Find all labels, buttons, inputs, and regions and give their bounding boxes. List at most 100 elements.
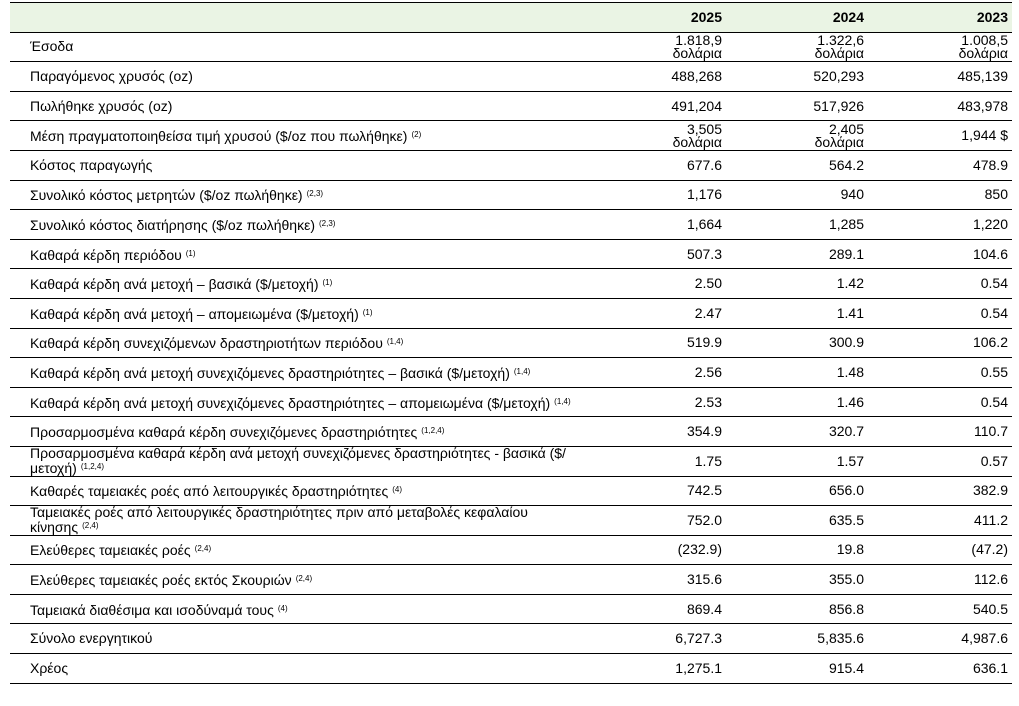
value-wrap: 0.54 (884, 299, 1012, 328)
value-cell: 2,405 δολάρια (742, 120, 884, 151)
value-text: 2.47 (694, 304, 722, 321)
value-text: 540.5 (972, 600, 1008, 617)
value-text: 940 (840, 186, 864, 203)
value-text: 1.322,6 δολάρια (814, 32, 864, 61)
value-wrap: 1,285 (742, 210, 884, 239)
row-label-text: Ταμειακές ροές από λειτουργικές δραστηρι… (30, 506, 528, 535)
value-text: 1,220 (972, 215, 1008, 232)
value-wrap: 656.0 (742, 477, 884, 506)
row-label-cell: Κόστος παραγωγής (10, 150, 600, 181)
value-text: 478.9 (972, 156, 1008, 173)
value-text: 1.57 (836, 452, 864, 469)
value-wrap: 0.55 (884, 358, 1012, 387)
value-text: 742.5 (686, 482, 722, 499)
row-label-wrap: Μέση πραγματοποιηθείσα τιμή χρυσού ($/oz… (10, 121, 600, 150)
value-text: 1.41 (836, 304, 864, 321)
row-label-wrap: Παραγόμενος χρυσός (oz) (10, 62, 600, 91)
value-wrap: 1.008,5 δολάρια (884, 33, 1012, 62)
value-text: 2.56 (694, 363, 722, 380)
row-label-cell: Σύνολο ενεργητικού (10, 623, 600, 655)
table-row: Προσαρμοσμένα καθαρά κέρδη συνεχιζόμενες… (10, 416, 1012, 447)
value-cell: 507.3 (600, 239, 742, 270)
value-cell: 382.9 (884, 476, 1012, 507)
value-cell: 2.47 (600, 298, 742, 329)
value-text: 1.48 (836, 363, 864, 380)
table-row: Καθαρά κέρδη συνεχιζόμενων δραστηριοτήτω… (10, 328, 1012, 359)
row-label: Προσαρμοσμένα καθαρά κέρδη συνεχιζόμενες… (30, 424, 444, 439)
row-label-text: Συνολικό κόστος διατήρησης ($/oz πωλήθηκ… (30, 216, 315, 233)
value-wrap: 354.9 (600, 417, 742, 446)
row-label-wrap: Ταμειακές ροές από λειτουργικές δραστηρι… (10, 506, 600, 535)
value-text: 517,926 (813, 97, 864, 114)
value-wrap: 315.6 (600, 565, 742, 594)
value-cell: 915.4 (742, 653, 884, 684)
table-row: Πωλήθηκε χρυσός (oz) 491,204 517,926 483,97… (10, 91, 1012, 122)
value-text: 520,293 (813, 67, 864, 84)
value-cell: 519.9 (600, 328, 742, 359)
value-text: 1,944 $ (961, 127, 1008, 144)
value-text: 635.5 (828, 511, 864, 528)
value-wrap: 856.8 (742, 595, 884, 624)
value-wrap: 488,268 (600, 62, 742, 91)
value-wrap: 742.5 (600, 477, 742, 506)
value-wrap: 483,978 (884, 92, 1012, 121)
value-cell: 1,664 (600, 209, 742, 240)
row-label-wrap: Κόστος παραγωγής (10, 151, 600, 180)
row-label-cell: Παραγόμενος χρυσός (oz) (10, 61, 600, 92)
row-label-cell: Συνολικό κόστος μετρητών ($/oz πωλήθηκε)… (10, 180, 600, 211)
footnote-ref: (1,4) (386, 337, 404, 347)
column-header: 2023 (884, 2, 1012, 33)
value-text: 0.55 (980, 363, 1008, 380)
header-row: 2025 2024 2023 (10, 2, 1012, 33)
footnote-ref: (2,3) (318, 218, 336, 228)
row-label-text: Καθαρά κέρδη ανά μετοχή συνεχιζόμενες δρ… (30, 394, 551, 411)
value-text: 315.6 (686, 571, 722, 588)
column-header: 2024 (742, 2, 884, 33)
value-text: (47.2) (971, 541, 1008, 558)
row-label-cell: Ταμειακές ροές από λειτουργικές δραστηρι… (10, 505, 600, 536)
footnote-ref: (1,2,4) (421, 426, 445, 436)
row-label: Χρέος (30, 661, 68, 675)
value-text: 677.6 (686, 156, 722, 173)
value-text: 0.57 (980, 452, 1008, 469)
value-text: 19.8 (836, 541, 864, 558)
row-label-text: Καθαρά κέρδη συνεχιζόμενων δραστηριοτήτω… (30, 335, 383, 352)
value-text: 106.2 (972, 334, 1008, 351)
value-wrap: 540.5 (884, 595, 1012, 624)
value-wrap: 564.2 (742, 151, 884, 180)
value-wrap: 2.53 (600, 388, 742, 417)
header-blank (10, 2, 600, 33)
value-wrap: 1,275.1 (600, 654, 742, 683)
value-text: 0.54 (980, 304, 1008, 321)
table-row: Έσοδα 1.818,9 δολάρια 1.322,6 δολάρια 1.008… (10, 32, 1012, 63)
row-label-cell: Προσαρμοσμένα καθαρά κέρδη συνεχιζόμενες… (10, 416, 600, 447)
value-text: 1,176 (686, 186, 722, 203)
row-label-cell: Ταμειακά διαθέσιμα και ισοδύναμά τους (4) (10, 594, 600, 625)
row-label-wrap: Προσαρμοσμένα καθαρά κέρδη ανά μετοχή συ… (10, 447, 600, 476)
row-label: Καθαρά κέρδη ανά μετοχή – βασικά ($/μετο… (30, 276, 332, 291)
row-label: Συνολικό κόστος διατήρησης ($/oz πωλήθηκ… (30, 217, 335, 232)
value-wrap: 0.54 (884, 269, 1012, 298)
value-text: 0.54 (980, 275, 1008, 292)
column-header-text: 2024 (832, 8, 864, 25)
row-label-text: Καθαρά κέρδη περιόδου (30, 246, 182, 263)
row-label: Καθαρά κέρδη περιόδου (1) (30, 247, 196, 262)
value-text: 1,285 (828, 215, 864, 232)
value-text: 110.7 (974, 423, 1008, 440)
value-wrap: 507.3 (600, 240, 742, 269)
row-label-cell: Καθαρά κέρδη ανά μετοχή – απομειωμένα ($… (10, 298, 600, 329)
value-wrap: 1.57 (742, 447, 884, 476)
row-label-wrap: Καθαρά κέρδη ανά μετοχή συνεχιζόμενες δρ… (10, 358, 600, 387)
row-label: Κόστος παραγωγής (30, 158, 152, 172)
table-row: Σύνολο ενεργητικού 6,727.3 5,835.6 4,987.6 (10, 623, 1012, 655)
table-row: Καθαρά κέρδη ανά μετοχή – βασικά ($/μετο… (10, 268, 1012, 299)
value-wrap: 1.41 (742, 299, 884, 328)
row-label-cell: Καθαρά κέρδη συνεχιζόμενων δραστηριοτήτω… (10, 328, 600, 359)
table-row: Χρέος 1,275.1 915.4 636.1 (10, 653, 1012, 684)
value-wrap: 940 (742, 181, 884, 210)
value-text: 2.53 (694, 393, 722, 410)
value-text: (232.9) (677, 541, 722, 558)
financial-table: 2025 2024 2023 Έσοδα 1.818,9 δολάρια 1.322,6… (10, 2, 1012, 684)
row-label-text: Έσοδα (30, 38, 74, 55)
column-header-text: 2023 (976, 8, 1008, 25)
